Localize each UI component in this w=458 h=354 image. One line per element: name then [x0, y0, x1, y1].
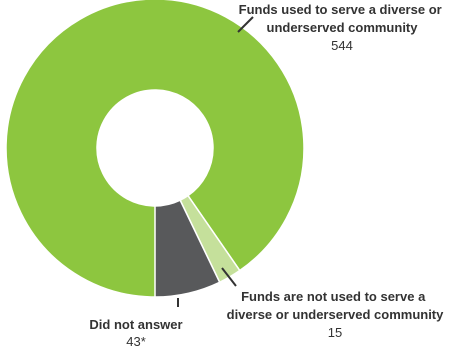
slice-label-funds-not-used: Funds are not used to serve a diverse or…: [227, 289, 445, 322]
slice-label-funds-used-line1: Funds used to serve a diverse or: [239, 2, 442, 17]
leader-line-funds-used: [237, 16, 254, 33]
slice-value-funds-not-used: 15: [328, 325, 342, 340]
slice-did-not-answer: [154, 199, 221, 298]
slice-value-funds-used: 544: [331, 38, 353, 53]
donut-labels: Funds used to serve a diverse or underse…: [89, 2, 446, 349]
slice-value-did-not-answer: 43*: [126, 334, 146, 349]
slice-label-funds-not-used-line1: Funds are not used to serve a: [241, 289, 426, 304]
slice-label-funds-used: Funds used to serve a diverse or underse…: [239, 2, 446, 35]
donut-slices: [5, 0, 305, 298]
slice-label-did-not-answer: Did not answer: [89, 317, 182, 332]
slice-label-funds-used-line2: underserved community: [267, 20, 419, 35]
slice-label-funds-not-used-line2: diverse or underserved community: [227, 307, 445, 322]
leader-line-funds-not-used: [221, 267, 237, 287]
slice-funds-used: [5, 0, 305, 298]
